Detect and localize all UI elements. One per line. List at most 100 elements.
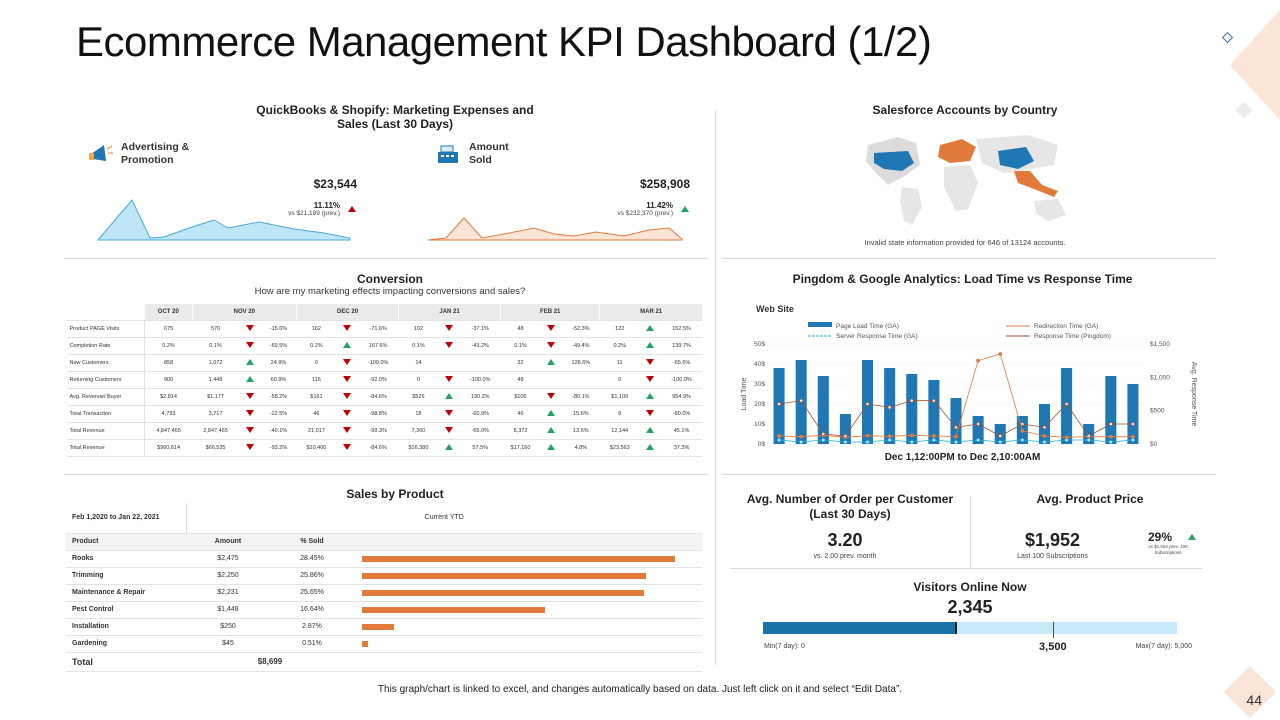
trend-up-icon [547, 426, 556, 433]
pingdom-response-line-point [865, 402, 870, 406]
price-title: Avg. Product Price [1036, 492, 1144, 506]
product-pct: 2.87% [270, 618, 354, 636]
table-cell: $1,109 [599, 388, 640, 406]
salesforce-title: Salesforce Accounts by Country [872, 103, 1058, 117]
table-cell: 24.9% [260, 354, 297, 372]
trend-cell [639, 439, 662, 457]
product-pct: 25.65% [270, 584, 354, 602]
trend-up-icon [547, 358, 556, 365]
table-cell: 11 [599, 354, 640, 372]
table-cell: -71.6% [357, 320, 399, 338]
visitors-gauge-fill [763, 622, 958, 634]
table-cell: -100.0% [357, 354, 399, 372]
server-response-line-point [976, 438, 981, 442]
table-cell: 1,448 [192, 371, 239, 389]
orders-value: 3.20 [827, 530, 863, 550]
pingdom-response-line-point [954, 425, 958, 430]
trend-cell [438, 371, 460, 389]
redirection-line-point [1108, 434, 1113, 439]
pingdom-response-line-point [1020, 422, 1025, 426]
advertising-pct: 11.11% [313, 201, 340, 210]
sales-product-table: Feb 1,2020 to Jan 22, 2021 Current YTD P… [66, 503, 702, 672]
table-cell: 0.2% [599, 337, 640, 355]
trend-up-icon [445, 443, 454, 450]
product-bar [362, 555, 675, 562]
table-cell: 0 [296, 354, 337, 372]
y-left-tick: 30$ [754, 381, 765, 388]
product-row: Pest Control $1,448 16.64% [66, 601, 702, 619]
trend-cell [238, 388, 261, 406]
table-cell: -58.2% [260, 388, 297, 406]
table-cell: 0 [599, 371, 640, 389]
table-cell: 4,847,465 [144, 422, 193, 440]
product-bar-cell [354, 601, 702, 619]
metric-label: Product PAGE Visits [66, 320, 145, 338]
trend-up-icon [646, 392, 655, 399]
table-cell: 8,372 [500, 422, 541, 440]
trend-down-icon [547, 324, 556, 331]
server-response-line-point [1086, 438, 1091, 442]
load-time-bar [1105, 376, 1117, 444]
trend-cell [438, 405, 460, 423]
table-cell: 0.2% [296, 337, 337, 355]
page-number: 44 [1246, 692, 1262, 708]
trend-down-icon [646, 358, 655, 365]
product-name: Pest Control [66, 601, 186, 619]
redirection-line-point [1020, 428, 1025, 433]
y-right-tick: $1,000 [1150, 374, 1170, 381]
trend-cell [336, 439, 358, 457]
y-right-tick: $0 [1150, 441, 1158, 448]
visitors-target-marker [1052, 622, 1054, 638]
conversion-table: OCT 20 NOV 20 DEC 20 JAN 21 FEB 21 MAR 2… [66, 304, 702, 457]
table-cell: -65.6% [661, 354, 702, 372]
trend-down-icon [343, 392, 352, 399]
product-pct: 28.45% [270, 550, 354, 568]
table-cell: -100.0% [661, 371, 702, 389]
trend-cell [438, 337, 460, 355]
trend-cell [540, 320, 562, 338]
pingdom-response-line-point [931, 398, 936, 403]
page-title: Ecommerce Management KPI Dashboard (1/2) [76, 18, 932, 65]
y-right-label: Avg. Response Time [1190, 362, 1197, 427]
server-response-line-point [954, 440, 958, 444]
product-bar-cell [354, 567, 702, 585]
load-time-bar [972, 416, 984, 444]
redirection-line-point [777, 434, 781, 438]
table-cell: -93.2% [260, 439, 297, 457]
product-bar [362, 640, 368, 647]
price-pct: 29% [1148, 530, 1173, 544]
pingdom-response-line-point [821, 432, 826, 436]
y-left-tick: 50$ [754, 341, 765, 348]
trend-down-icon [343, 324, 352, 331]
load-time-bar [1083, 424, 1095, 444]
y-left-tick: 0$ [758, 441, 766, 448]
period-label: Feb 1,2020 to Jan 22, 2021 [66, 503, 187, 534]
trend-down-icon [646, 409, 655, 416]
table-cell: 45.1% [661, 422, 702, 440]
y-left-tick: 10$ [754, 421, 765, 428]
redirection-line-point [954, 434, 958, 439]
redirection-line-point [865, 433, 870, 438]
trend-up-icon [646, 426, 655, 433]
advertising-label: Advertising & Promotion [121, 141, 190, 166]
advertising-prev: vs $21,189 (prev.) [288, 210, 340, 217]
table-cell: 14 [398, 354, 439, 372]
pingdom-response-line-point [976, 422, 981, 426]
pingdom-response-line-point [998, 434, 1003, 438]
server-response-line-point [1042, 440, 1047, 444]
pingdom-response-line-point [777, 402, 781, 406]
product-row: Gardening $45 0.51% [66, 635, 702, 653]
load-time-bar [1061, 368, 1073, 444]
table-cell: 102 [398, 320, 439, 338]
load-time-bar [906, 374, 918, 444]
amount-prev: vs $232,370 (prev.) [617, 210, 673, 217]
world-map [866, 135, 1066, 225]
trend-cell [336, 320, 358, 338]
trend-down-icon [343, 409, 352, 416]
metric-label: Completion Rate [66, 337, 145, 355]
server-response-line-point [865, 440, 870, 444]
amount-value: $258,908 [639, 177, 690, 191]
table-cell: 13.6% [561, 422, 600, 440]
table-cell: $526 [398, 388, 439, 406]
corner-decoration [1221, 10, 1280, 120]
